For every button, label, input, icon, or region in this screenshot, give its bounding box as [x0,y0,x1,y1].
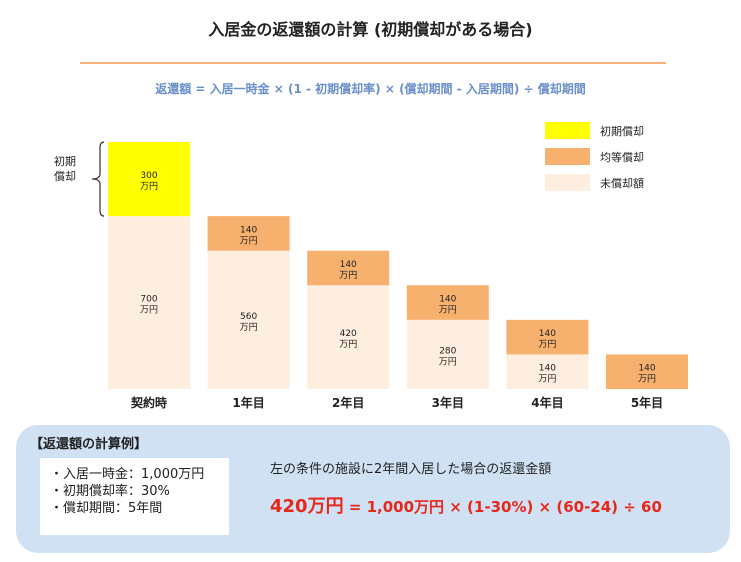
bar-value-uniform-year-2: 140 [340,260,357,270]
bar-value-remaining-year-2: 420 [340,329,357,339]
bar-unit-uniform-year-5: 万円 [638,374,656,385]
bar-unit-remaining-year-4: 万円 [538,374,556,385]
x-tick-label-year-2: 2年目 [332,395,364,410]
bar-value-remaining-contract: 700 [140,295,157,305]
condition-item-period: 償却期間：5年間 [50,500,229,517]
title-divider [80,62,666,64]
legend-swatch-initial [545,122,590,139]
x-tick-label-year-1: 1年目 [232,395,264,410]
initial-amortization-brace [91,141,105,217]
condition-item-rate: 初期償却率：30% [50,483,229,500]
bar-value-remaining-year-3: 280 [439,346,456,356]
bar-value-remaining-year-4: 140 [539,364,556,374]
example-result: 420万円 [270,496,344,517]
bar-segment-uniform-year-4 [506,319,589,355]
example-calculation: 420万円 = 1,000万円 × (1-30%) × (60-24) ÷ 60 [270,492,662,518]
example-description: 左の条件の施設に2年間入居した場合の返還金額 [270,462,552,477]
bar-unit-uniform-year-2: 万円 [339,270,357,281]
page-title: 入居金の返還額の計算 (初期償却がある場合) [208,20,533,39]
bar-segment-uniform-year-1 [207,216,290,251]
bar-segment-remaining-year-2 [307,285,390,389]
example-expression: = 1,000万円 × (1-30%) × (60-24) ÷ 60 [343,498,662,516]
example-panel-title: 【返還額の計算例】 [30,437,148,452]
bar-value-uniform-year-5: 140 [638,364,655,374]
bar-unit-remaining-year-3: 万円 [439,356,457,367]
x-tick-label-year-4: 4年目 [531,395,563,410]
bar-segment-remaining-year-3 [406,319,489,389]
stacked-bar-chart: 700万円300万円契約時560万円140万円1年目420万円140万円2年目2… [91,141,688,410]
legend-label-uniform: 均等償却 [600,151,644,164]
x-tick-label-year-5: 5年目 [631,395,663,410]
bar-segment-initial-contract [108,142,190,217]
bar-unit-initial-contract: 万円 [140,181,158,192]
conditions-list: 入居一時金：1,000万円 初期償却率：30% 償却期間：5年間 [40,458,229,517]
bar-unit-remaining-contract: 万円 [140,305,158,316]
bar-segment-uniform-year-3 [406,285,489,320]
bar-segment-remaining-year-1 [207,250,290,389]
bar-unit-remaining-year-2: 万円 [339,339,357,350]
legend-swatch-uniform [545,148,590,165]
bar-unit-uniform-year-3: 万円 [439,305,457,316]
legend-label-remaining: 未償却額 [600,177,644,190]
bar-unit-remaining-year-1: 万円 [240,322,258,333]
bar-segment-remaining-contract [108,216,190,389]
bar-value-uniform-year-4: 140 [539,329,556,339]
formula-text: 返還額 = 入居一時金 × (1 - 初期償却率) × (償却期間 - 入居期間… [155,82,586,96]
x-tick-label-contract: 契約時 [130,395,167,410]
initial-amortization-brace-label: 初期償却 [54,155,76,183]
bar-unit-uniform-year-1: 万円 [240,235,258,246]
bar-value-uniform-year-1: 140 [240,225,257,235]
legend-swatch-remaining [545,174,590,191]
x-tick-label-year-3: 3年目 [432,395,464,410]
bar-segment-uniform-year-2 [307,250,390,286]
condition-item-deposit: 入居一時金：1,000万円 [50,466,229,483]
bar-segment-remaining-year-4 [506,354,589,389]
bar-value-uniform-year-3: 140 [439,295,456,305]
bar-value-initial-contract: 300 [140,171,157,181]
conditions-box: 入居一時金：1,000万円 初期償却率：30% 償却期間：5年間 [40,458,229,535]
legend-label-initial: 初期償却 [600,125,644,138]
bar-value-remaining-year-1: 560 [240,312,257,322]
bar-segment-uniform-year-5 [606,354,688,389]
bar-unit-uniform-year-4: 万円 [538,339,556,350]
